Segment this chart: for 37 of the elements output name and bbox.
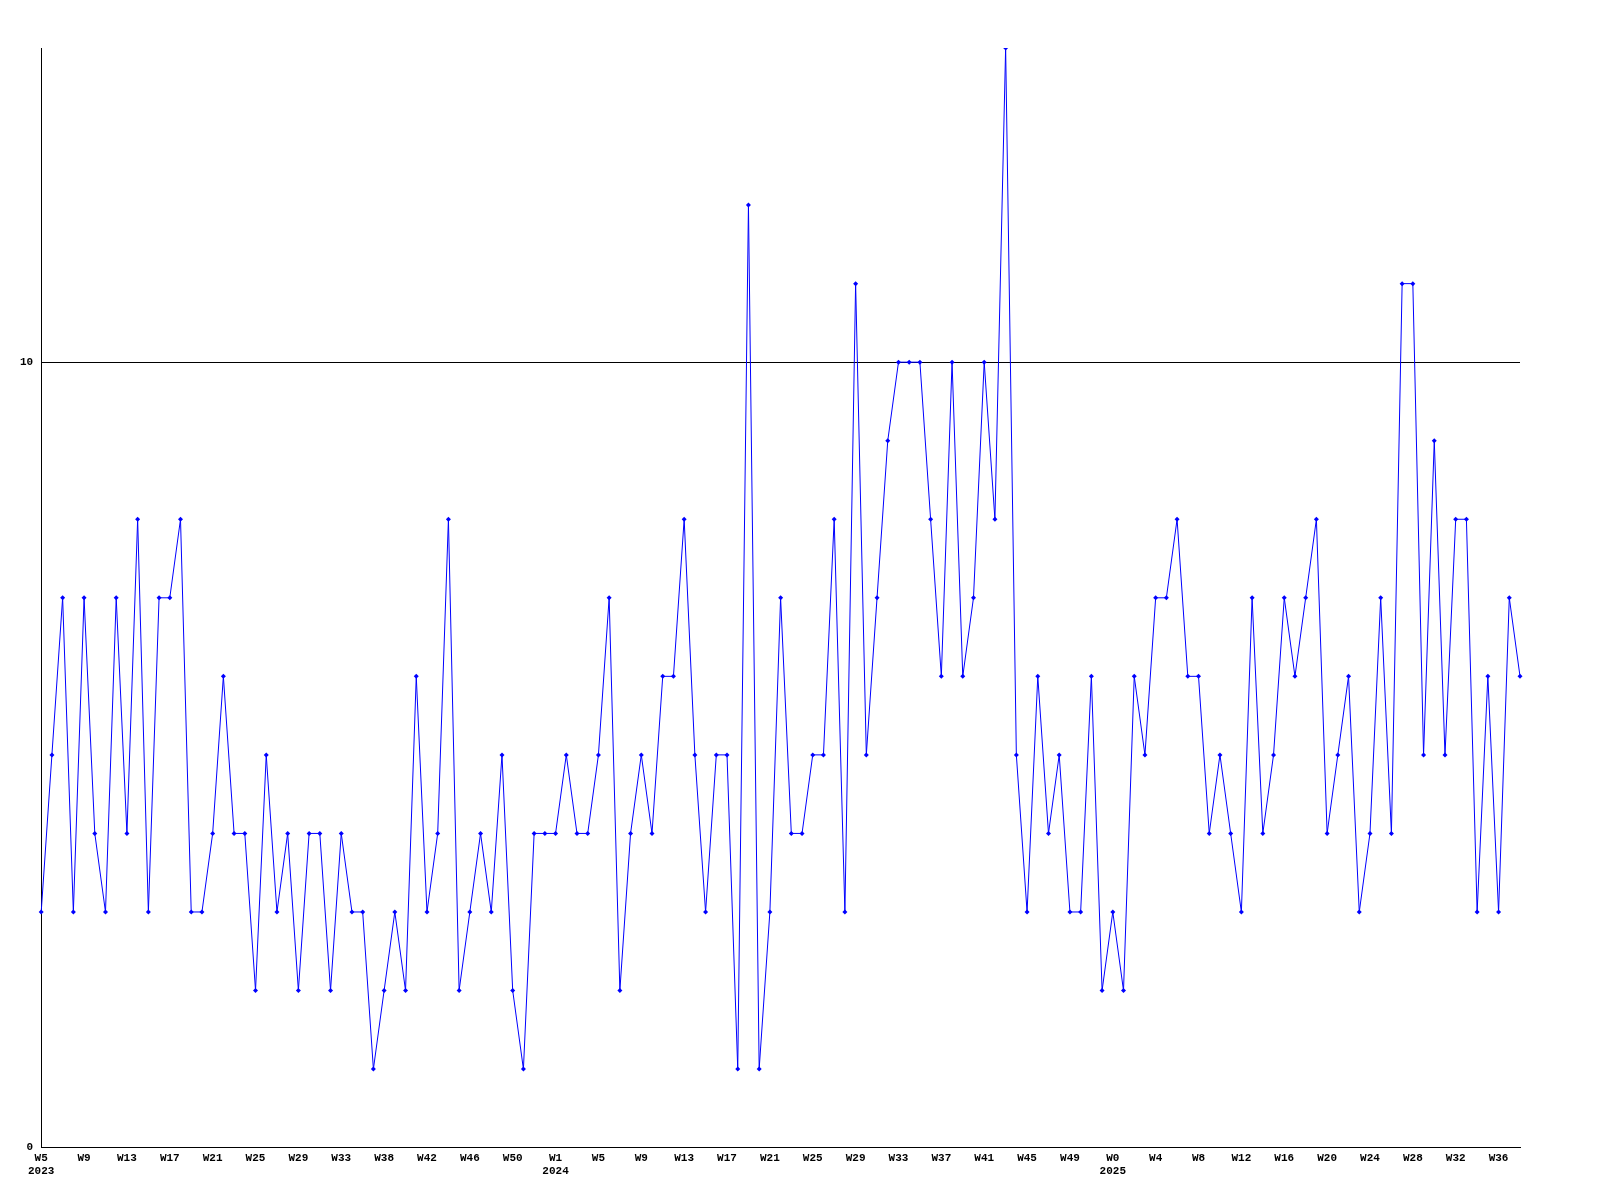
x-tick-label: W41 <box>974 1151 995 1164</box>
x-tick-label: W25 <box>802 1151 824 1164</box>
x-tick-label: W37 <box>931 1151 952 1164</box>
x-tick-label: W25 <box>245 1151 266 1164</box>
x-tick-label: W29 <box>845 1151 866 1164</box>
x-tick-label: W17 <box>159 1151 180 1164</box>
x-tick-label: W21 <box>202 1151 223 1164</box>
x-tick-label: W45 <box>1017 1151 1038 1164</box>
x-tick-label: W16 <box>1274 1151 1295 1164</box>
x-tick-label: W46 <box>459 1151 480 1164</box>
x-tick-label: W38 <box>374 1151 395 1164</box>
x-tick-label: W17 <box>717 1151 737 1164</box>
x-tick-label: W33 <box>331 1151 352 1164</box>
x-tick-label: W28 <box>1402 1151 1424 1164</box>
x-tick-label: W33 <box>888 1151 909 1164</box>
x-tick-label: W8 <box>1191 1151 1206 1164</box>
x-tick-label: W4 <box>1149 1151 1163 1164</box>
x-tick-label: W9 <box>77 1151 91 1164</box>
x-tick-label: W49 <box>1060 1151 1080 1164</box>
x-tick-label: W24 <box>1360 1151 1381 1164</box>
x-tick-label: W9 <box>634 1151 648 1164</box>
x-tick-label: W0 2025 <box>1099 1151 1127 1178</box>
x-tick-label: W20 <box>1317 1151 1338 1164</box>
x-tick-label: W50 <box>502 1151 523 1164</box>
x-tick-label: W32 <box>1445 1151 1466 1164</box>
x-tick-label: W29 <box>288 1151 309 1164</box>
y-tick-label: 10 <box>20 355 34 368</box>
x-tick-label: W21 <box>759 1151 781 1164</box>
x-tick-label: W5 <box>591 1151 606 1164</box>
x-tick-label: W1 2024 <box>542 1151 570 1178</box>
x-tick-label: W42 <box>417 1151 437 1164</box>
x-tick-label: W36 <box>1488 1151 1509 1164</box>
x-tick-label: W13 <box>117 1151 138 1164</box>
x-tick-label: W5 2023 <box>28 1151 55 1178</box>
y-tick-label: 0 <box>26 1141 34 1154</box>
x-tick-label: W12 <box>1231 1151 1252 1164</box>
x-tick-label: W13 <box>674 1151 695 1164</box>
